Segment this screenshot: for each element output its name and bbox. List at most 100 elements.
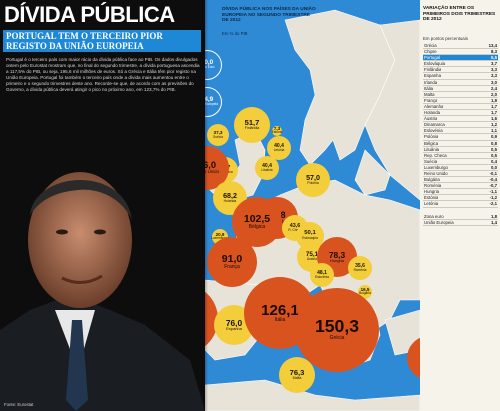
ranking-value: 2,4 xyxy=(491,85,497,91)
ranking-value: 1,2 xyxy=(491,122,497,128)
bubble-value: 7,3 xyxy=(273,125,281,131)
bubble-value: 90,0 xyxy=(201,59,213,66)
ranking-country: Polónia xyxy=(424,134,439,140)
ranking-country: Suécia xyxy=(424,158,438,164)
ranking-value: 1,1 xyxy=(491,128,497,134)
bubble-country: Espanha xyxy=(226,326,242,331)
bubble-value: 126,1 xyxy=(261,301,299,319)
ranking-country: Grécia xyxy=(424,43,437,48)
bubble-country: Hungria xyxy=(329,258,344,263)
debt-bubble: 37,3 Suécia xyxy=(207,124,229,146)
bubble-country: Itália xyxy=(274,316,286,323)
bubble-country: Lituânia xyxy=(261,167,273,172)
ranking-value: 3,0 xyxy=(491,79,497,85)
ranking-value: -0,1 xyxy=(489,170,497,176)
ranking-country: Lituânia xyxy=(424,146,440,152)
ranking-row: Finlândia 3,3 xyxy=(423,67,498,74)
bubble-value: 75,1 xyxy=(305,251,319,259)
bubble-value: 40,4 xyxy=(262,162,272,169)
ranking-country: Reino Unido xyxy=(424,170,448,176)
ranking-row: Irlanda 3,0 xyxy=(423,80,498,86)
ranking-panel xyxy=(420,0,500,411)
ranking-value: -1,2 xyxy=(489,195,497,201)
ranking-country: Bulgária xyxy=(424,177,440,183)
ranking-value: 3,7 xyxy=(491,61,497,67)
portrait-photo xyxy=(0,172,205,411)
ranking-row: Eslováquia 3,7 xyxy=(423,61,498,68)
ranking-value: 1,9 xyxy=(491,97,497,103)
ranking-value: 1,4 xyxy=(491,219,497,225)
bubble-country: Finlândia xyxy=(244,125,260,130)
bubble-value: 86,0 xyxy=(198,160,216,170)
ranking-value: -0,4 xyxy=(489,177,497,183)
bubble-country: Bélgica xyxy=(248,223,266,230)
ranking-row: Malta 2,0 xyxy=(423,92,498,98)
ranking-country: Eslováquia xyxy=(424,61,446,67)
ranking-country: França xyxy=(424,97,438,103)
ranking-value: 0,5 xyxy=(491,152,497,158)
bubble-country: Luxemburgo xyxy=(211,236,229,241)
bubble-value: 76,0 xyxy=(225,317,243,328)
ranking-row: Grécia 13,4 xyxy=(423,43,498,50)
ranking-row: Itália 2,4 xyxy=(423,86,498,92)
bubble-country: Holanda xyxy=(223,198,237,203)
page-title: DÍVIDA PÚBLICA xyxy=(4,2,175,27)
ranking-country: Luxemburgo xyxy=(424,164,448,170)
ranking-value: 1,7 xyxy=(491,103,497,109)
bubble-value: 51,7 xyxy=(244,118,260,128)
ranking-country: Portugal xyxy=(424,55,441,61)
ranking-value: 0,5 xyxy=(491,146,497,152)
page-subtitle: PORTUGAL TEM O TERCEIRO PIOR REGISTO DA … xyxy=(6,31,163,51)
ranking-country: Finlândia xyxy=(424,67,442,73)
bubble-value: 76,3 xyxy=(289,368,305,378)
bubble-value: 16,5 xyxy=(360,286,370,292)
ranking-row: França 1,9 xyxy=(423,98,498,104)
ranking-value: 3,3 xyxy=(491,73,497,79)
bubble-country: França xyxy=(224,263,240,270)
ranking-units: Em pontos percentuais xyxy=(423,36,468,41)
ranking-row: Lituânia 0,5 xyxy=(423,147,498,153)
bubble-value: 91,0 xyxy=(221,253,243,265)
debt-bubble: 76,3 Malta xyxy=(279,357,315,393)
ranking-row: Polónia 0,9 xyxy=(423,134,498,141)
bubble-value: 40,4 xyxy=(274,142,284,149)
bubble-country: Letónia xyxy=(273,147,285,152)
ranking-value: 3,3 xyxy=(491,67,497,73)
ranking-value: 0,4 xyxy=(491,158,497,164)
bubble-value: 37,3 xyxy=(213,129,223,135)
ranking-row: Áustria 1,6 xyxy=(423,116,498,123)
ranking-value: 0,8 xyxy=(491,140,497,146)
ranking-row: Holanda 1,7 xyxy=(423,110,498,117)
debt-bubble: 48,1 Eslovénia xyxy=(310,263,334,287)
ranking-row: União Europeia 1,4 xyxy=(423,220,498,226)
ranking-country: Irlanda xyxy=(424,79,438,85)
bubble-value: 50,1 xyxy=(304,230,316,237)
bubble-value: 20,9 xyxy=(215,231,225,237)
ranking-country: Chipre xyxy=(424,49,437,55)
ranking-value: 0,0 xyxy=(491,164,497,170)
bubble-country: Zona Euro xyxy=(200,65,215,70)
debt-bubble: 91,0 França xyxy=(207,237,257,287)
ranking-value: -1,1 xyxy=(489,189,497,195)
ranking-value: 1,6 xyxy=(491,116,497,122)
bubble-value: 35,6 xyxy=(355,262,365,269)
bubble-country: União Europeia xyxy=(196,102,218,107)
bubble-country: Eslováquia xyxy=(302,236,318,241)
ranking-list: Grécia 13,4 Chipre 8,3 Portugal 5,5 Eslováquia… xyxy=(423,43,498,226)
debt-bubble: 40,4 Lituânia xyxy=(255,156,279,180)
debt-bubble: 68,2 Holanda xyxy=(213,181,247,215)
ranking-country: Hungria xyxy=(424,189,440,195)
ranking-value: 13,4 xyxy=(488,43,497,48)
bubble-value: 57,0 xyxy=(306,173,320,182)
source-note: Fonte: Eurostat xyxy=(4,402,34,407)
debt-bubble: 51,7 Finlândia xyxy=(234,107,270,143)
debt-bubble: 57,0 Polónia xyxy=(296,163,330,197)
debt-bubble: 7,3 Estónia xyxy=(272,126,282,136)
article-body: Portugal é o terceiro país com maior rác… xyxy=(6,57,200,93)
page-fold xyxy=(204,0,208,411)
ranking-row: Zona euro 1,8 xyxy=(423,214,498,220)
ranking-country: Zona euro xyxy=(424,213,444,219)
map-header: DÍVIDA PÚBLICA NOS PAÍSES DA UNIÃO EUROP… xyxy=(222,7,316,24)
debt-bubble: 150,3 Grécia xyxy=(295,288,379,372)
bubble-value: 43,6 xyxy=(289,222,301,229)
